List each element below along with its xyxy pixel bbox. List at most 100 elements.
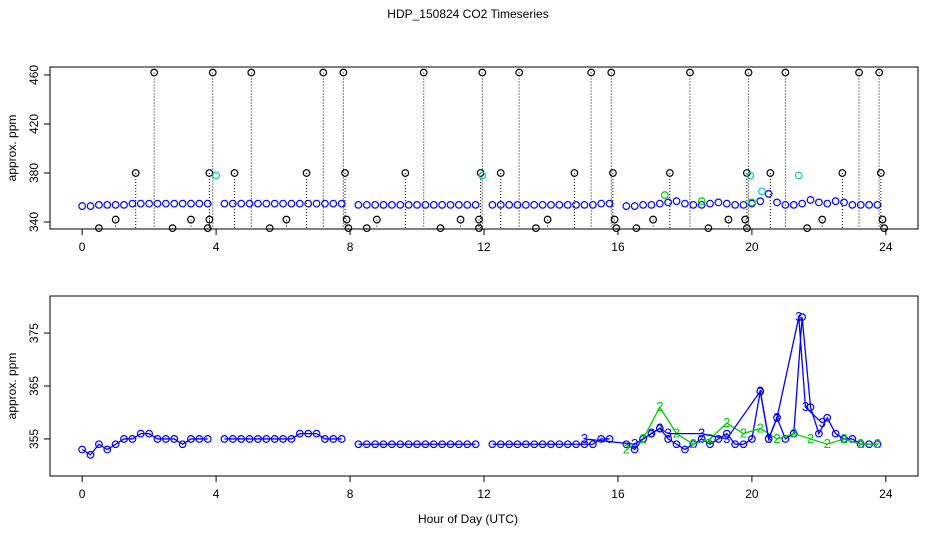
point: [337, 435, 346, 443]
point: [413, 200, 421, 209]
point: [664, 435, 673, 443]
point: [228, 199, 237, 208]
point-glyph: 2: [623, 442, 630, 457]
series-line: [625, 405, 878, 451]
point: [287, 435, 296, 443]
point-glyph: 2: [874, 436, 881, 451]
point: [111, 200, 120, 209]
point: [714, 435, 723, 443]
point: [304, 199, 313, 208]
point-glyph: 3: [631, 436, 638, 451]
point: [580, 200, 589, 209]
point: [572, 440, 580, 449]
point-glyph: 3: [723, 431, 730, 446]
point: [547, 200, 555, 209]
point: [731, 200, 740, 209]
point: [649, 215, 658, 224]
point: [312, 429, 321, 438]
point: [838, 169, 847, 177]
point-glyph: 3: [765, 431, 772, 446]
point: [597, 435, 606, 443]
x-tick-label: 24: [879, 487, 893, 501]
point: [689, 440, 698, 449]
point: [744, 68, 753, 77]
point: [438, 200, 447, 209]
point: [496, 200, 505, 209]
point: [773, 413, 781, 422]
point: [170, 435, 179, 443]
y-tick-label: 340: [27, 212, 41, 232]
point: [372, 215, 381, 224]
point: [150, 68, 159, 77]
point: [704, 224, 713, 233]
x-tick-label: 24: [879, 240, 893, 254]
point-glyph: 3: [648, 426, 655, 441]
point: [220, 435, 229, 443]
x-tick-label: 8: [347, 240, 354, 254]
point: [145, 429, 154, 438]
y-tick-label: 355: [27, 429, 41, 449]
point: [302, 169, 311, 177]
point: [803, 224, 812, 233]
point-glyph: 2: [706, 431, 713, 446]
point: [532, 224, 540, 233]
point: [748, 198, 756, 207]
point: [429, 440, 438, 449]
point: [739, 440, 748, 449]
point: [794, 171, 803, 180]
point: [94, 224, 103, 233]
point: [195, 199, 204, 208]
point: [588, 440, 597, 449]
point-glyph: 3: [757, 383, 764, 398]
point: [530, 440, 539, 449]
point: [128, 199, 137, 208]
point: [724, 215, 733, 224]
point: [220, 199, 229, 208]
x-tick-label: 12: [477, 487, 491, 501]
point: [513, 200, 522, 209]
point: [513, 440, 522, 449]
point-glyph: 3: [819, 415, 826, 430]
point: [187, 199, 195, 208]
point: [563, 200, 572, 209]
point: [339, 68, 348, 77]
point: [664, 198, 673, 207]
point: [672, 440, 681, 449]
point: [463, 440, 472, 449]
point: [488, 200, 497, 209]
point: [607, 68, 616, 77]
point-glyph: 3: [698, 426, 705, 441]
point: [538, 200, 547, 209]
point: [419, 68, 428, 77]
y-tick-label: 365: [27, 376, 41, 396]
point: [354, 200, 363, 209]
point: [111, 440, 120, 449]
point: [572, 200, 580, 209]
point: [647, 200, 656, 209]
point: [609, 169, 617, 177]
point: [639, 435, 647, 443]
point: [505, 200, 514, 209]
point-glyph: 2: [840, 431, 847, 446]
point: [764, 189, 773, 198]
point: [136, 199, 145, 208]
point: [630, 445, 639, 454]
point: [287, 199, 296, 208]
point: [876, 169, 885, 177]
point: [178, 199, 187, 208]
point: [686, 68, 694, 77]
point: [741, 215, 750, 224]
x-tick-label: 8: [347, 487, 354, 501]
point: [555, 440, 564, 449]
point-glyph: 2: [723, 415, 730, 430]
point: [456, 215, 465, 224]
series-line: [81, 317, 878, 456]
point: [505, 440, 514, 449]
point: [672, 197, 681, 206]
point: [321, 199, 329, 208]
point: [245, 199, 254, 208]
point: [630, 202, 639, 210]
point: [344, 224, 353, 233]
point: [547, 440, 555, 449]
